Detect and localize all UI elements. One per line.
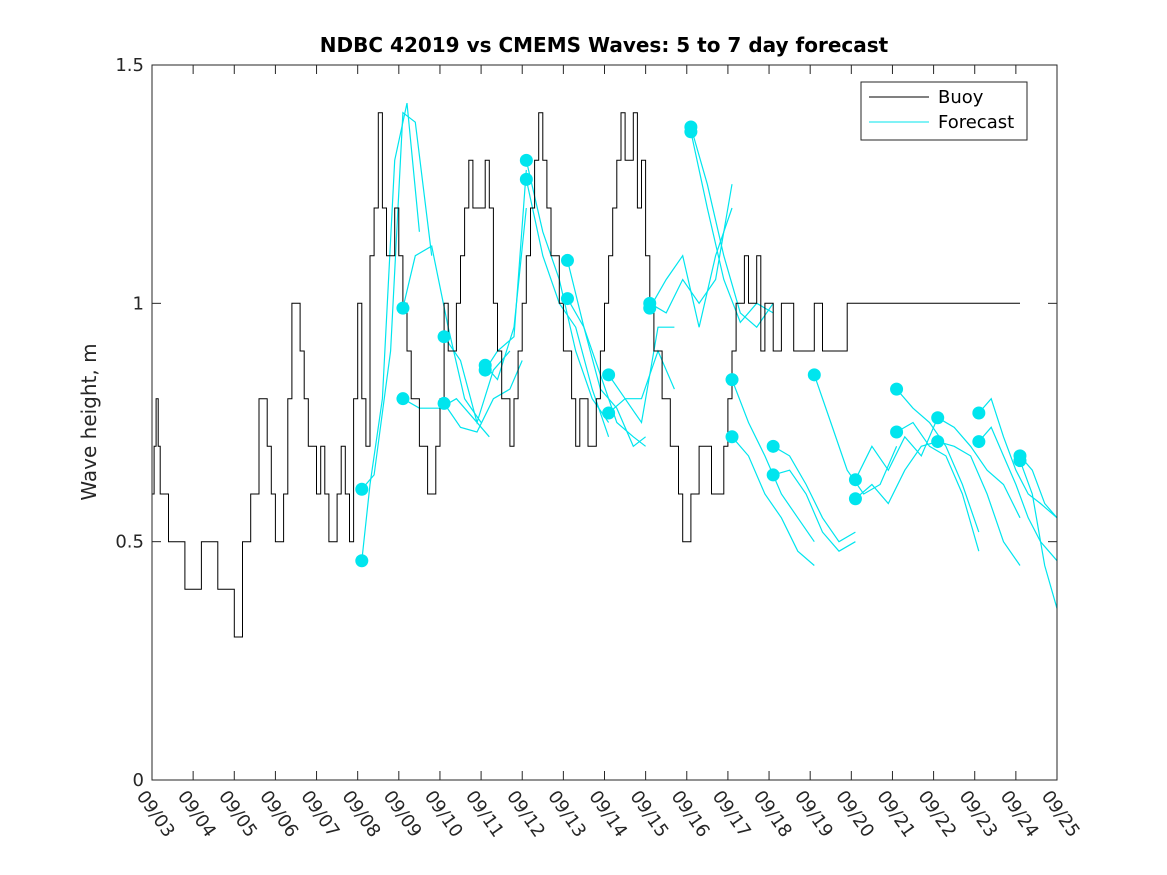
forecast-marker [560, 292, 574, 306]
forecast-line [855, 441, 938, 505]
legend-forecast-label: Forecast [938, 112, 1014, 133]
y-axis: 0 0.5 1 1.5 [115, 55, 1057, 791]
forecast-line [608, 349, 675, 414]
forecast-line [896, 388, 980, 533]
y-tick-label: 1 [133, 293, 144, 314]
forecast-line [525, 179, 610, 437]
forecast-marker [437, 396, 451, 410]
forecast-marker [972, 406, 986, 420]
marker-layer [355, 120, 1027, 568]
legend-buoy-label: Buoy [938, 87, 984, 108]
forecast-line [937, 441, 1021, 566]
forecast-line [896, 421, 980, 552]
forecast-line [690, 131, 774, 324]
forecast-line [649, 184, 733, 314]
forecast-marker [725, 373, 739, 387]
forecast-marker [766, 468, 780, 482]
buoy-line [152, 112, 1020, 638]
forecast-line [402, 245, 482, 423]
forecast-marker [807, 368, 821, 382]
y-tick-label: 0.5 [115, 532, 144, 553]
forecast-marker [478, 363, 492, 377]
forecast-marker [890, 382, 904, 396]
forecast-marker [725, 430, 739, 444]
forecast-line [484, 169, 527, 371]
legend-box [860, 81, 1028, 141]
forecast-line [690, 126, 774, 329]
forecast-marker [396, 392, 410, 406]
y-axis-label: Wave height, m [77, 343, 101, 500]
y-tick-label: 0 [133, 770, 144, 791]
forecast-marker [643, 296, 657, 310]
forecast-line [772, 445, 856, 543]
legend: Buoy Forecast [860, 81, 1028, 141]
forecast-marker [890, 425, 904, 439]
y-tick-label: 1.5 [115, 55, 144, 76]
forecast-marker [848, 492, 862, 506]
forecast-line [443, 336, 511, 425]
forecast-marker [355, 554, 369, 568]
forecast-line [484, 207, 527, 381]
forecast-marker [931, 411, 945, 425]
forecast-line [773, 469, 856, 552]
forecast-line [361, 102, 420, 561]
forecast-marker [1013, 454, 1027, 468]
forecast-marker [766, 439, 780, 453]
forecast-line [566, 298, 646, 448]
forecast-marker [560, 253, 574, 267]
forecast-marker [519, 153, 533, 167]
forecast-marker [519, 172, 533, 186]
forecast-line [361, 111, 433, 490]
forecast-line [731, 436, 815, 566]
forecast-line [1019, 455, 1058, 519]
forecast-line [608, 326, 675, 425]
forecast-line [1019, 460, 1058, 609]
forecast-marker [848, 473, 862, 487]
forecast-marker [396, 301, 410, 315]
forecast-line [937, 417, 1021, 519]
forecast-marker [437, 330, 451, 344]
forecast-marker [355, 482, 369, 496]
forecast-marker [972, 435, 986, 449]
chart-title: NDBC 42019 vs CMEMS Waves: 5 to 7 day fo… [320, 33, 889, 57]
plot-area [152, 65, 1057, 780]
forecast-marker [602, 368, 616, 382]
forecast-line [443, 360, 523, 433]
forecast-marker [602, 406, 616, 420]
forecast-marker [684, 125, 698, 139]
forecast-marker [931, 435, 945, 449]
forecast-line [978, 397, 1058, 519]
forecast-line [854, 417, 939, 480]
